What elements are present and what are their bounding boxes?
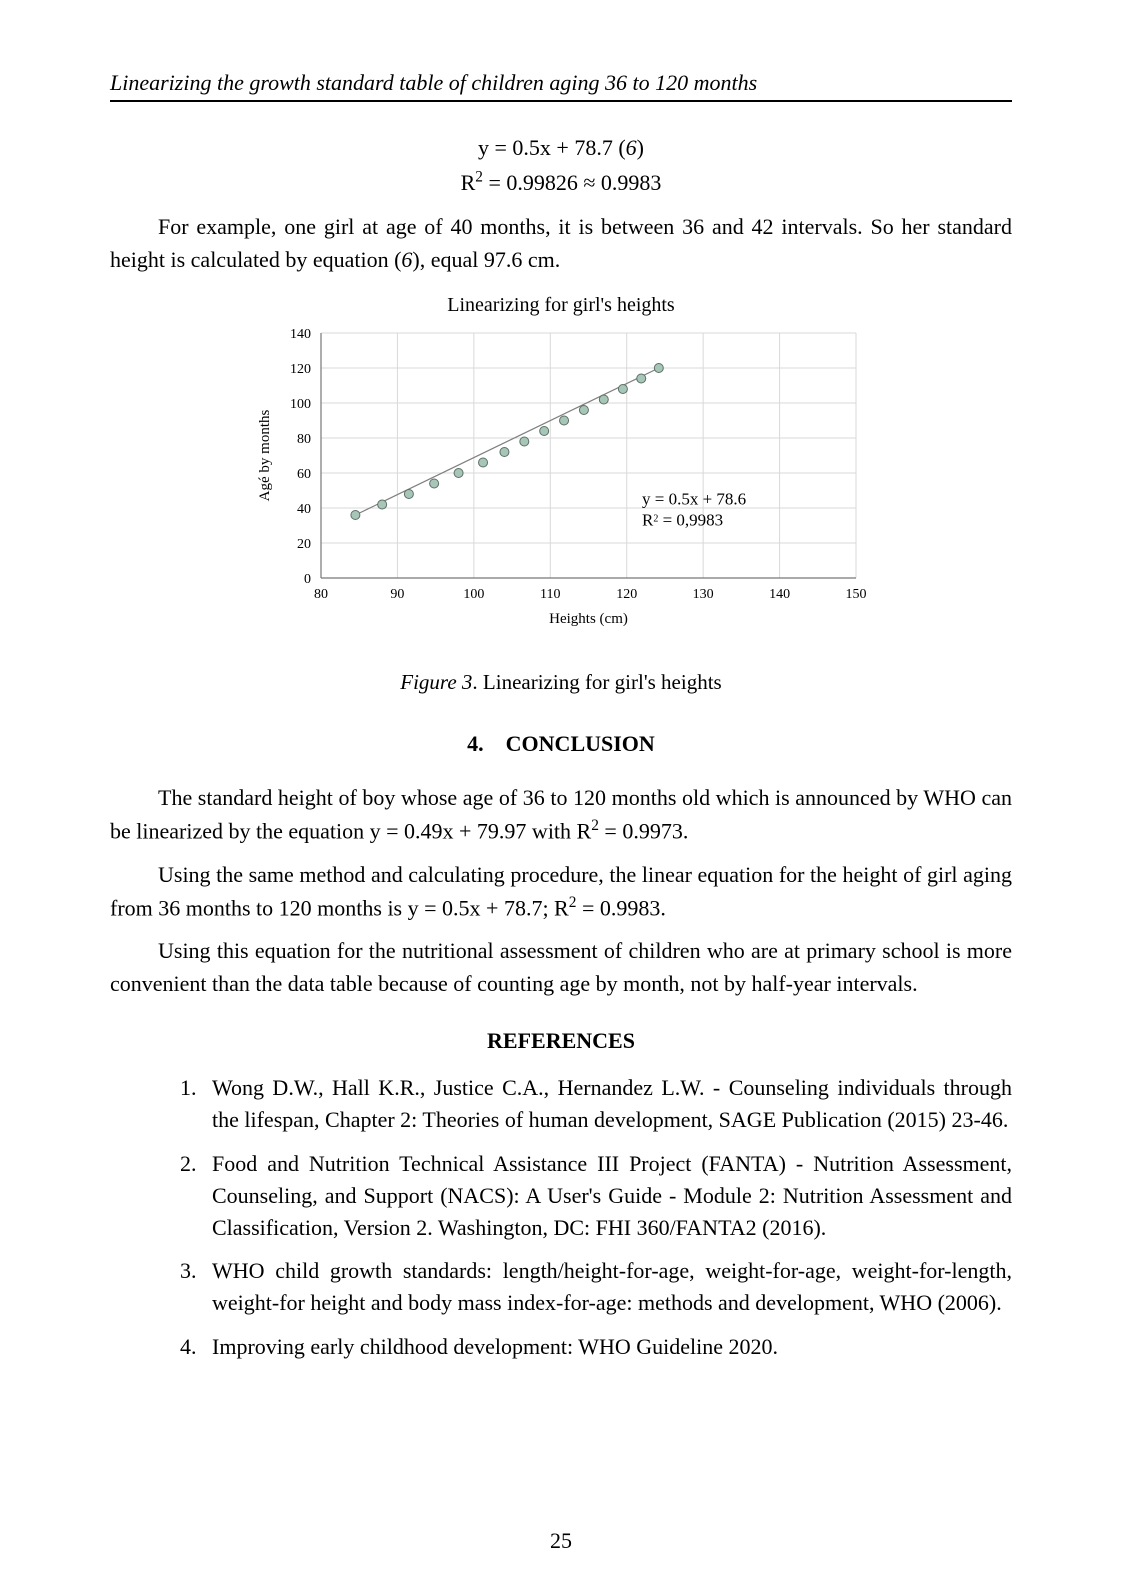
figure-caption: Figure 3. Linearizing for girl's heights [110, 670, 1012, 695]
svg-text:y = 0.5x + 78.6: y = 0.5x + 78.6 [642, 490, 746, 509]
section-heading-conclusion: 4. CONCLUSION [110, 731, 1012, 757]
reference-item: Food and Nutrition Technical Assistance … [202, 1148, 1012, 1244]
running-head: Linearizing the growth standard table of… [110, 70, 1012, 102]
example-paragraph: For example, one girl at age of 40 month… [110, 210, 1012, 276]
equation-block: y = 0.5x + 78.7 (6) R2 = 0.99826 ≈ 0.998… [110, 130, 1012, 200]
svg-text:120: 120 [290, 362, 311, 377]
svg-text:Heights (cm): Heights (cm) [549, 611, 628, 627]
reference-item: Wong D.W., Hall K.R., Justice C.A., Hern… [202, 1072, 1012, 1136]
svg-text:100: 100 [463, 587, 484, 602]
reference-item: Improving early childhood development: W… [202, 1331, 1012, 1363]
svg-text:80: 80 [314, 587, 328, 602]
svg-text:20: 20 [297, 537, 311, 552]
conclusion-para-1: The standard height of boy whose age of … [110, 781, 1012, 847]
page-number: 25 [0, 1528, 1122, 1554]
svg-text:90: 90 [390, 587, 404, 602]
reference-item: WHO child growth standards: length/heigh… [202, 1255, 1012, 1319]
svg-text:110: 110 [540, 587, 560, 602]
conclusion-para-3: Using this equation for the nutritional … [110, 934, 1012, 1000]
svg-text:140: 140 [290, 327, 311, 342]
page: Linearizing the growth standard table of… [0, 0, 1122, 1594]
svg-text:150: 150 [846, 587, 867, 602]
references-heading: REFERENCES [110, 1028, 1012, 1054]
chart-title: Linearizing for girl's heights [251, 294, 871, 317]
references-list: Wong D.W., Hall K.R., Justice C.A., Hern… [110, 1072, 1012, 1363]
svg-text:140: 140 [769, 587, 790, 602]
svg-text:120: 120 [616, 587, 637, 602]
equation-line-2: R2 = 0.99826 ≈ 0.9983 [110, 165, 1012, 200]
svg-text:0: 0 [304, 572, 311, 587]
svg-text:40: 40 [297, 502, 311, 517]
chart-container: Linearizing for girl's heights 80 90 100 11… [251, 294, 871, 638]
svg-text:Agé by months: Agé by months [257, 410, 273, 502]
conclusion-para-2: Using the same method and calculating pr… [110, 858, 1012, 924]
svg-text:100: 100 [290, 397, 311, 412]
svg-text:130: 130 [693, 587, 714, 602]
chart-svg: 80 90 100 110 120 130 140 150 0 20 40 60 80 100 120 140… [251, 323, 871, 633]
svg-text:80: 80 [297, 432, 311, 447]
equation-line-1: y = 0.5x + 78.7 (6) [110, 130, 1012, 165]
svg-text:60: 60 [297, 467, 311, 482]
